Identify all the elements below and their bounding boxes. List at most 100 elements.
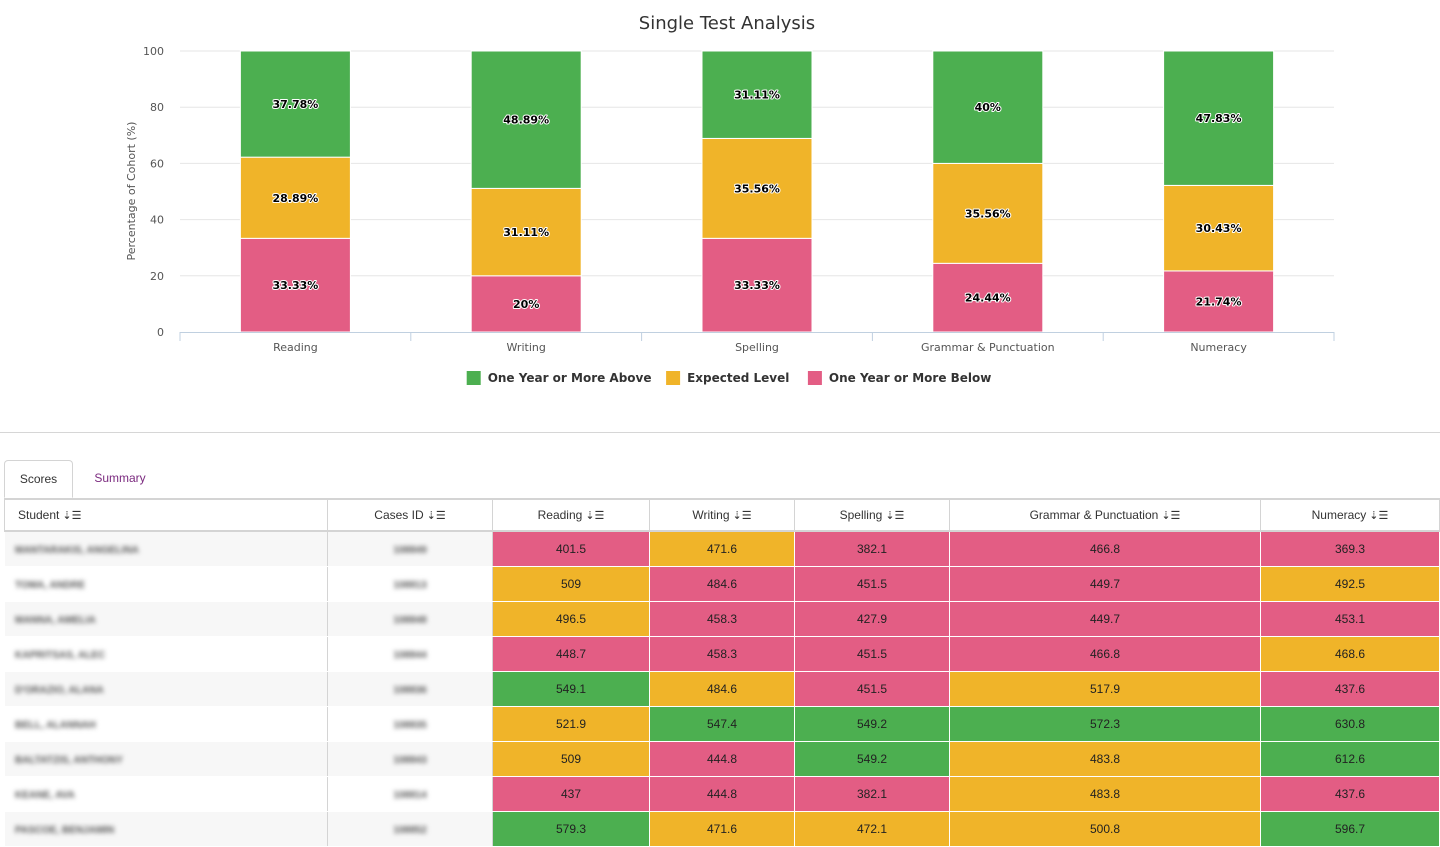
table-row[interactable]: MANNA, AMELIA 108848 496.5 458.3 427.9 449.7 4… <box>4 601 1440 637</box>
bar-segment <box>239 156 351 239</box>
score-cell-grammar: 466.8 <box>949 530 1261 567</box>
score-cell-grammar: 500.8 <box>949 811 1261 847</box>
student-name: BELL, ALANNAH <box>15 720 96 731</box>
stacked-bar-chart: Single Test Analysis 0 20 40 60 80 100 Percen… <box>125 13 1335 385</box>
case-id-cell: 108813 <box>327 566 493 602</box>
table-row[interactable]: TOMA, ANDRE 108813 509 484.6 451.5 449.7 492.5 <box>4 566 1440 602</box>
score-cell-numeracy: 492.5 <box>1260 566 1440 602</box>
score-cell-spelling: 382.1 <box>794 776 950 812</box>
column-header-label: Grammar & Punctuation <box>1029 508 1159 522</box>
score-cell-reading: 579.3 <box>492 811 650 847</box>
score-cell-writing: 484.6 <box>649 671 795 707</box>
column-header-student[interactable]: Student ⇣☰ <box>4 499 328 532</box>
bar-segment <box>239 50 351 158</box>
sort-icon[interactable]: ⇣☰ <box>62 510 82 522</box>
score-cell-numeracy: 596.7 <box>1260 811 1440 847</box>
score-cell-writing: 444.8 <box>649 741 795 777</box>
student-name-cell: MANNA, AMELIA <box>4 601 328 637</box>
table-row[interactable]: BALTATZIS, ANTHONY 108843 509 444.8 549.2 483… <box>4 741 1440 777</box>
score-cell-grammar: 483.8 <box>949 776 1261 812</box>
score-cell-numeracy: 468.6 <box>1260 636 1440 672</box>
score-cell-spelling: 382.1 <box>794 530 950 567</box>
score-cell-numeracy: 612.6 <box>1260 741 1440 777</box>
case-id: 108835 <box>393 720 427 731</box>
chart-legend: One Year or More Above Expected Level One … <box>466 371 991 385</box>
x-tick-label: Grammar & Punctuation <box>921 341 1055 354</box>
score-cell-writing: 484.6 <box>649 566 795 602</box>
chart-bars: 33.33% 28.89% 37.78% 20% 31.11% 48.89% 33.33% 3… <box>239 50 1275 333</box>
student-name-cell: TOMA, ANDRE <box>4 566 328 602</box>
score-cell-spelling: 451.5 <box>794 671 950 707</box>
data-label: 24.44% <box>965 292 1011 305</box>
table-header-row: Student ⇣☰ Cases ID ⇣☰ Reading ⇣☰ Writing ⇣☰… <box>4 499 1440 532</box>
student-name-cell: PASCOE, BENJAMIN <box>4 811 328 847</box>
data-label: 20% <box>513 298 539 311</box>
x-tick-label: Writing <box>507 341 546 354</box>
student-name-cell: D'ORAZIO, ALANA <box>4 671 328 707</box>
sort-icon[interactable]: ⇣☰ <box>1161 510 1181 522</box>
legend-label: One Year or More Below <box>829 371 991 385</box>
legend-swatch <box>666 371 681 385</box>
column-header-spelling[interactable]: Spelling ⇣☰ <box>794 499 950 532</box>
case-id: 108843 <box>393 755 427 766</box>
column-header-case-id[interactable]: Cases ID ⇣☰ <box>327 499 493 532</box>
y-axis-ticks: 0 20 40 60 80 100 <box>143 45 164 339</box>
y-tick-label: 60 <box>150 157 164 170</box>
score-cell-numeracy: 453.1 <box>1260 601 1440 637</box>
case-id: 108852 <box>393 825 427 836</box>
score-cell-writing: 458.3 <box>649 636 795 672</box>
bar-segment <box>701 237 813 333</box>
student-name: TOMA, ANDRE <box>15 580 85 591</box>
column-header-writing[interactable]: Writing ⇣☰ <box>649 499 795 532</box>
column-header-numeracy[interactable]: Numeracy ⇣☰ <box>1260 499 1440 532</box>
legend-label: Expected Level <box>687 371 789 385</box>
score-cell-numeracy: 437.6 <box>1260 671 1440 707</box>
column-header-grammar[interactable]: Grammar & Punctuation ⇣☰ <box>949 499 1261 532</box>
case-id-cell: 108844 <box>327 636 493 672</box>
column-header-reading[interactable]: Reading ⇣☰ <box>492 499 650 532</box>
case-id: 108814 <box>393 790 427 801</box>
score-cell-grammar: 466.8 <box>949 636 1261 672</box>
student-name-cell: KEANE, AVA <box>4 776 328 812</box>
bar-segment <box>932 262 1044 333</box>
score-cell-writing: 547.4 <box>649 706 795 742</box>
student-name-cell: KAPRITSAS, ALEC <box>4 636 328 672</box>
score-cell-reading: 509 <box>492 566 650 602</box>
table-row[interactable]: MANTARAKIS, ANGELINA 108849 401.5 471.6 382.… <box>4 530 1440 567</box>
bar-segment <box>470 50 582 189</box>
table-row[interactable]: KAPRITSAS, ALEC 108844 448.7 458.3 451.5 466.… <box>4 636 1440 672</box>
table-row[interactable]: D'ORAZIO, ALANA 108836 549.1 484.6 451.5 517.… <box>4 671 1440 707</box>
tab-scores[interactable]: Scores <box>4 460 73 498</box>
score-cell-numeracy: 630.8 <box>1260 706 1440 742</box>
tab-summary[interactable]: Summary <box>94 471 146 485</box>
column-header-label: Cases ID <box>374 508 424 522</box>
student-name: D'ORAZIO, ALANA <box>15 685 104 696</box>
y-tick-label: 40 <box>150 214 164 227</box>
y-tick-label: 100 <box>143 45 164 58</box>
y-tick-label: 80 <box>150 101 164 114</box>
bar-segment <box>932 50 1044 164</box>
x-tick-label: Numeracy <box>1190 341 1247 354</box>
bar-segment <box>239 237 351 333</box>
case-id: 108836 <box>393 685 427 696</box>
student-name: MANTARAKIS, ANGELINA <box>15 545 139 556</box>
tab-underline <box>4 498 1440 499</box>
column-header-label: Student <box>18 508 60 522</box>
bar-segment <box>1163 270 1275 333</box>
sort-icon[interactable]: ⇣☰ <box>885 510 905 522</box>
sort-icon[interactable]: ⇣☰ <box>732 510 752 522</box>
table-row[interactable]: KEANE, AVA 108814 437 444.8 382.1 483.8 437.6 <box>4 776 1440 812</box>
case-id: 108849 <box>393 545 427 556</box>
case-id: 108848 <box>393 615 427 626</box>
scores-table: Student ⇣☰ Cases ID ⇣☰ Reading ⇣☰ Writing ⇣☰… <box>4 499 1440 847</box>
score-cell-reading: 521.9 <box>492 706 650 742</box>
score-cell-writing: 471.6 <box>649 530 795 567</box>
case-id-cell: 108835 <box>327 706 493 742</box>
score-cell-spelling: 427.9 <box>794 601 950 637</box>
bar-segment <box>932 162 1044 264</box>
table-row[interactable]: BELL, ALANNAH 108835 521.9 547.4 549.2 572.3 6… <box>4 706 1440 742</box>
sort-icon[interactable]: ⇣☰ <box>1369 510 1389 522</box>
table-row[interactable]: PASCOE, BENJAMIN 108852 579.3 471.6 472.1 500… <box>4 811 1440 847</box>
sort-icon[interactable]: ⇣☰ <box>426 510 446 522</box>
sort-icon[interactable]: ⇣☰ <box>585 510 605 522</box>
